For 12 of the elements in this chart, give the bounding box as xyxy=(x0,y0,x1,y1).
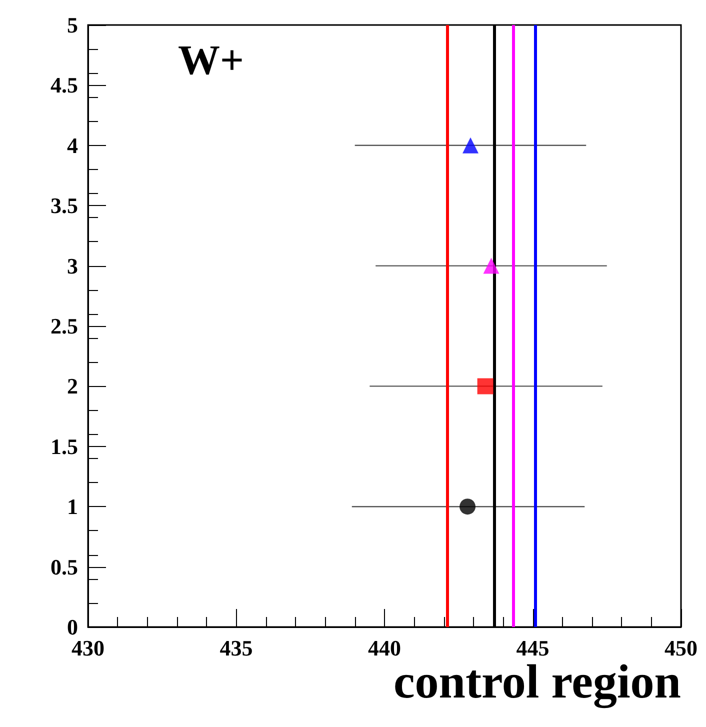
y-tick-label: 0.5 xyxy=(50,554,78,580)
y-tick-label: 3 xyxy=(67,253,78,278)
x-tick-label: 435 xyxy=(220,636,253,660)
y-tick-label: 3.5 xyxy=(50,193,78,218)
y-tick-label: 1 xyxy=(67,494,78,520)
y-tick-label: 4.5 xyxy=(50,72,78,98)
annotation: W+ xyxy=(178,38,244,84)
y-tick-label: 2.5 xyxy=(50,314,78,338)
y-tick-label: 1.5 xyxy=(50,434,78,459)
y-tick-label: 4 xyxy=(67,132,78,158)
y-tick-label: 5 xyxy=(67,12,78,38)
y-tick-label: 2 xyxy=(67,374,78,399)
